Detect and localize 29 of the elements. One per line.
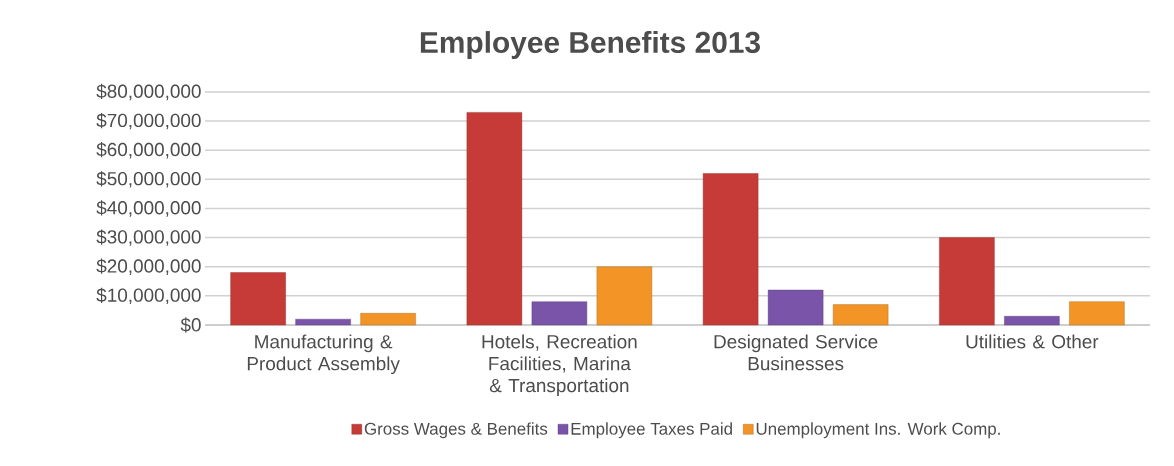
y-tick-label: $70,000,000 xyxy=(96,112,201,130)
bar xyxy=(596,266,653,326)
y-tick-label: $20,000,000 xyxy=(96,258,201,275)
bar xyxy=(230,272,286,326)
bar xyxy=(702,173,759,326)
y-tick-label: $60,000,000 xyxy=(96,142,201,159)
bar xyxy=(1069,301,1125,326)
y-tick-label: $30,000,000 xyxy=(96,229,201,246)
bar xyxy=(832,304,889,326)
bar xyxy=(360,313,416,326)
legend-label: Gross Wages & Benefits xyxy=(364,422,548,439)
bar xyxy=(295,318,351,326)
y-tick-label: $80,000,000 xyxy=(96,83,201,101)
bar xyxy=(531,301,588,326)
y-tick-label: $40,000,000 xyxy=(96,200,201,217)
bar xyxy=(466,112,523,326)
y-tick-label: $0 xyxy=(180,317,201,333)
bar xyxy=(767,289,824,326)
bar xyxy=(939,237,995,326)
bar xyxy=(1004,316,1060,326)
chart-title: Employee Benefits 2013 xyxy=(420,31,760,59)
legend-label: Unemployment Ins. Work Comp. xyxy=(756,422,1000,439)
x-tick-label: Hotels, Recreation Facilities, Marina & Transportation xyxy=(482,334,637,396)
x-tick-label: Designated Service Businesses xyxy=(714,334,878,371)
x-tick-label: Utilities & Other xyxy=(966,334,1099,349)
x-tick-label: Manufacturing & Product Assembly xyxy=(247,334,400,375)
legend-label: Employee Taxes Paid xyxy=(571,422,732,439)
y-tick-label: $10,000,000 xyxy=(96,287,201,305)
y-tick-label: $50,000,000 xyxy=(96,171,201,188)
